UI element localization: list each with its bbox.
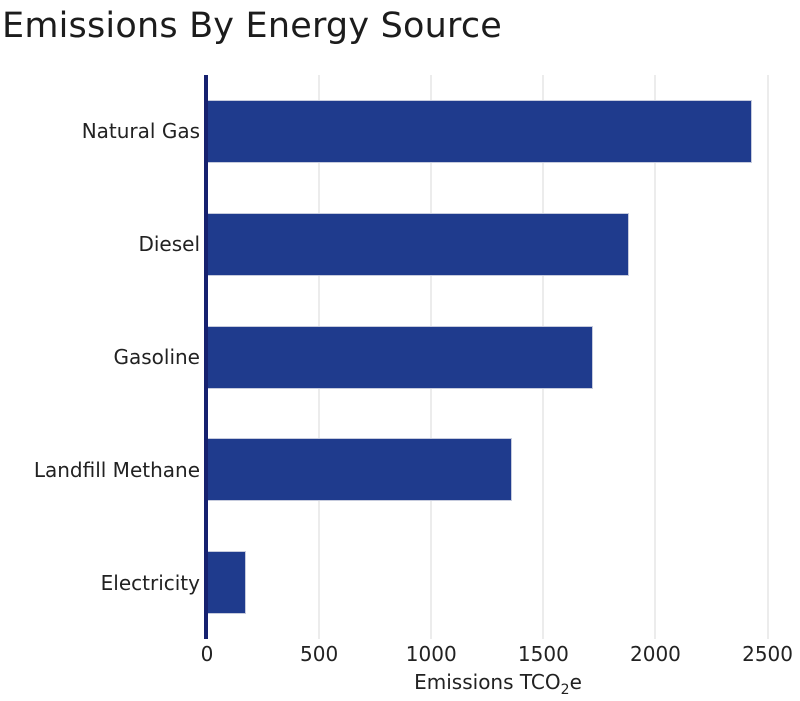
category-label-landfill-methane: Landfill Methane — [33, 457, 200, 482]
chart-title: Emissions By Energy Source — [2, 6, 503, 46]
category-label-gasoline: Gasoline — [113, 345, 200, 369]
bar-gasoline — [207, 325, 593, 389]
x-tick-label-2000: 2000 — [630, 642, 681, 666]
x-tick-label-1000: 1000 — [405, 642, 457, 666]
bar-electricity — [207, 551, 247, 615]
bar-natural-gas — [207, 99, 752, 163]
x-tick-label-1500: 1500 — [517, 642, 569, 666]
category-label-electricity: Electricity — [100, 570, 200, 595]
category-label-natural-gas: Natural Gas — [81, 119, 200, 144]
gridline-x-2500 — [766, 75, 769, 639]
bar-landfill-methane — [207, 438, 512, 502]
x-axis-title-suffix: e — [569, 670, 582, 694]
x-axis-title: Emissions TCO2e — [414, 669, 582, 701]
x-tick-label-2500: 2500 — [742, 642, 794, 666]
gridline-x-2000 — [654, 75, 657, 639]
x-tick-label-0: 0 — [200, 642, 214, 666]
category-label-diesel: Diesel — [138, 232, 200, 257]
bar-diesel — [207, 212, 629, 276]
x-axis-title-text: Emissions TCO — [414, 670, 561, 694]
plot-area — [204, 75, 790, 639]
x-tick-label-500: 500 — [300, 642, 339, 666]
x-axis-title-subscript: 2 — [560, 682, 570, 698]
y-axis-line — [204, 75, 208, 639]
